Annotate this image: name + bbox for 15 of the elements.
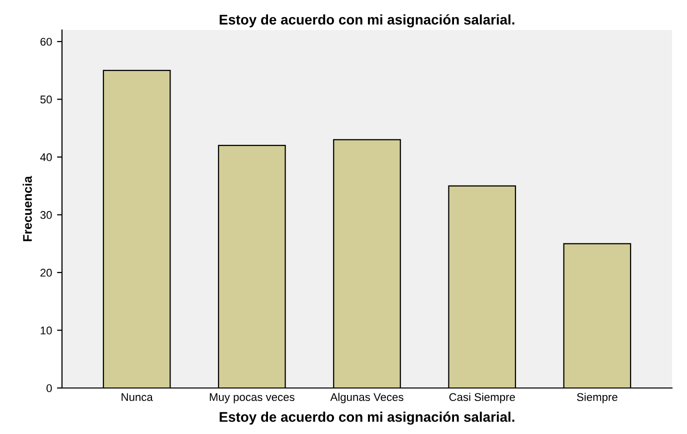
y-tick-label: 50 [40, 96, 52, 104]
y-tick-label: 60 [40, 38, 52, 46]
x-axis-title: Estoy de acuerdo con mi asignación salarial. [220, 412, 514, 425]
x-tick-label: Algunas Veces [330, 392, 404, 404]
x-tick-label: Muy pocas veces [210, 393, 294, 404]
y-tick-label: 40 [40, 153, 52, 162]
y-tick-label: 0 [46, 384, 52, 392]
chart-title: Estoy de acuerdo con mi asignación salarial. [220, 14, 514, 28]
y-tick-label: 30 [40, 211, 52, 219]
x-tick-label: Nunca [122, 393, 153, 402]
x-tick-label: Casi Siempre [449, 392, 515, 404]
x-tick-label: Siempre [577, 392, 618, 404]
y-tick-label: 20 [40, 268, 52, 277]
y-tick-label: 10 [40, 326, 52, 334]
y-axis-title: Frecuencia [22, 176, 32, 242]
